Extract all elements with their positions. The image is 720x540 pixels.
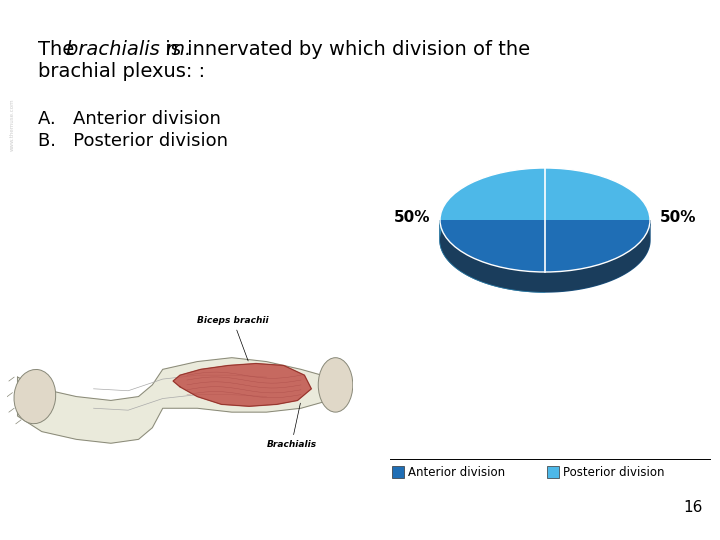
Polygon shape [440,220,650,272]
Text: is innervated by which division of the: is innervated by which division of the [159,40,530,59]
Text: Anterior division: Anterior division [408,465,505,478]
Polygon shape [440,168,650,220]
Bar [547,466,559,478]
Polygon shape [440,220,650,292]
Text: 50%: 50% [660,211,696,226]
Text: Biceps brachii: Biceps brachii [197,316,269,361]
Text: A.   Anterior division: A. Anterior division [38,110,221,128]
Text: 16: 16 [683,500,703,515]
Text: brachial plexus: :: brachial plexus: : [38,62,205,81]
Polygon shape [173,363,311,406]
Polygon shape [440,220,545,292]
Text: The: The [38,40,81,59]
Text: B.   Posterior division: B. Posterior division [38,132,228,150]
Text: brachialis m.: brachialis m. [66,40,192,59]
Ellipse shape [318,357,353,412]
Text: www.themuse.com: www.themuse.com [10,99,15,151]
Text: Posterior division: Posterior division [563,465,665,478]
Ellipse shape [14,369,55,424]
Polygon shape [17,357,328,443]
Text: Brachialis: Brachialis [266,403,317,449]
Text: 50%: 50% [394,211,430,226]
Ellipse shape [440,188,650,292]
Bar [392,466,404,478]
